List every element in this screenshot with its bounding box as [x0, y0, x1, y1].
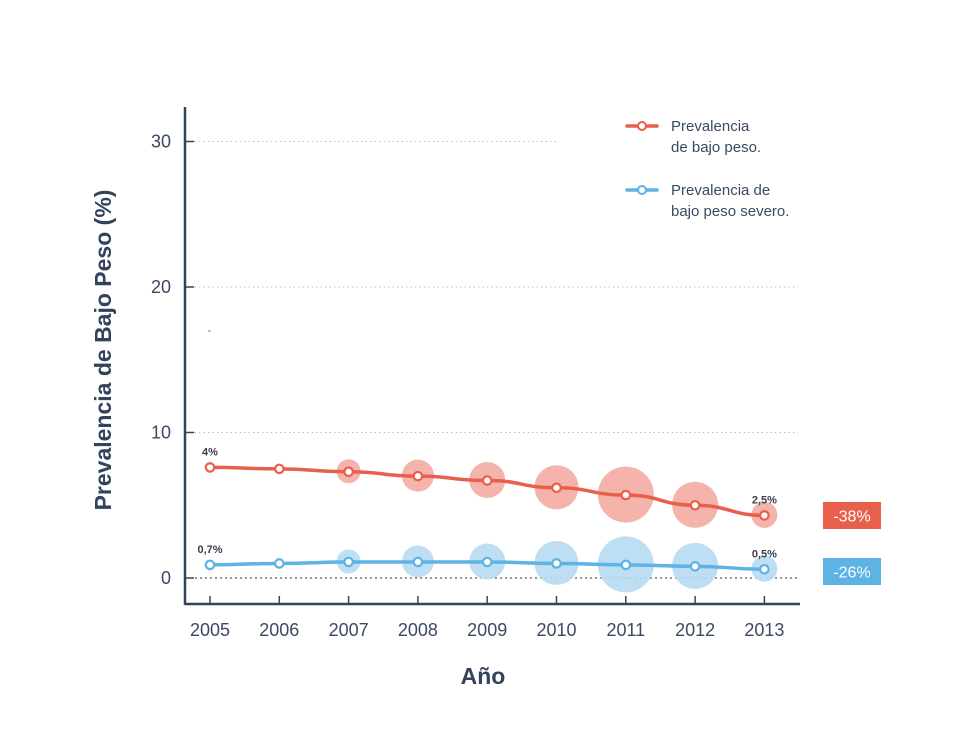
data-point [343, 556, 354, 568]
y-ticks: 0 10 20 30 [151, 132, 194, 588]
start-value-label: 0,7% [197, 544, 222, 556]
x-tick-label: 2011 [606, 620, 645, 640]
series-lines [204, 462, 770, 575]
data-point [273, 558, 285, 569]
data-point [551, 482, 562, 494]
data-point [689, 499, 701, 511]
legend-label: Prevalencia [671, 118, 750, 135]
data-point [620, 559, 632, 571]
data-point [689, 561, 701, 572]
end-value-label: 0,5% [752, 548, 777, 560]
change-badge [823, 502, 881, 529]
data-point [481, 556, 493, 568]
x-ticks: 2005 2006 2007 2008 2009 2010 2011 2012 2013 [190, 596, 784, 640]
legend-label: bajo peso severo. [671, 203, 789, 220]
x-tick-label: 2006 [259, 620, 299, 640]
legend-swatch-marker [637, 121, 647, 131]
legend-swatch-marker [637, 185, 647, 195]
y-axis-title: Prevalencia de Bajo Peso (%) [90, 190, 116, 511]
x-tick-label: 2013 [744, 620, 784, 640]
change-badge [823, 558, 881, 585]
data-point [620, 489, 632, 501]
data-point [343, 466, 354, 478]
data-point [759, 510, 770, 521]
change-badges: -38% -26% [823, 502, 881, 585]
data-labels: 4% 2,5% 0,7% 0,5% [197, 446, 777, 560]
y-tick-label: 10 [151, 423, 171, 443]
end-value-label: 2,5% [752, 494, 777, 506]
x-tick-label: 2007 [329, 620, 369, 640]
legend: Prevalencia de bajo peso. Prevalencia de ba… [625, 118, 789, 220]
x-tick-label: 2005 [190, 620, 230, 640]
legend-label: de bajo peso. [671, 139, 761, 156]
data-point [273, 463, 285, 475]
y-tick-label: 30 [151, 132, 171, 152]
axes [183, 107, 800, 606]
start-value-label: 4% [202, 446, 218, 458]
x-axis-title: Año [461, 663, 506, 689]
y-tick-label: 20 [151, 277, 171, 297]
x-tick-label: 2009 [467, 620, 507, 640]
bubbles [336, 459, 778, 593]
data-point [412, 470, 424, 482]
x-tick-label: 2008 [398, 620, 438, 640]
y-tick-label: 0 [161, 568, 171, 588]
data-point [759, 563, 770, 575]
x-tick-label: 2012 [675, 620, 715, 640]
legend-label: Prevalencia de [671, 182, 770, 199]
data-point [551, 558, 562, 569]
data-point [481, 475, 493, 486]
data-point [204, 462, 216, 473]
data-point [412, 556, 424, 568]
change-badge-label: -26% [833, 565, 870, 582]
change-badge-label: -38% [833, 509, 870, 526]
data-point [204, 559, 216, 571]
x-tick-label: 2010 [536, 620, 576, 640]
